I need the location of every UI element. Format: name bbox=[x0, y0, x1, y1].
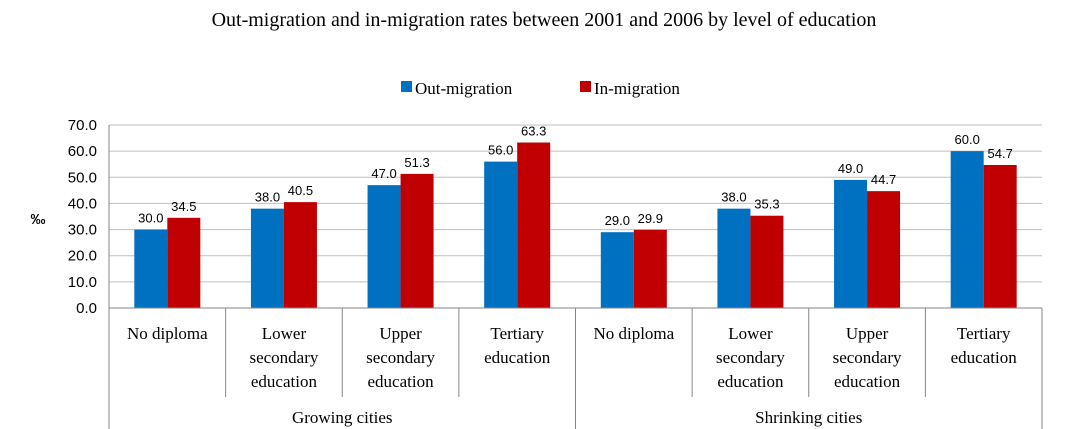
y-tick-label: 10.0 bbox=[68, 274, 97, 291]
bar-out-migration bbox=[600, 232, 634, 308]
data-label: 30.0 bbox=[138, 211, 163, 226]
bar-in-migration bbox=[750, 215, 784, 308]
legend-swatch-out-migration bbox=[401, 81, 412, 92]
bar-in-migration bbox=[633, 229, 667, 308]
category-label: Upper bbox=[846, 324, 889, 343]
category-label: No diploma bbox=[593, 324, 674, 343]
bar-in-migration bbox=[400, 173, 434, 308]
category-label: education bbox=[484, 348, 551, 367]
data-label: 63.3 bbox=[521, 124, 546, 139]
bar-in-migration bbox=[983, 164, 1017, 308]
bar-out-migration bbox=[717, 208, 751, 308]
y-tick-label: 20.0 bbox=[68, 248, 97, 265]
data-label: 40.5 bbox=[288, 183, 313, 198]
y-axis-label: ‰ bbox=[31, 211, 46, 228]
data-label: 51.3 bbox=[404, 155, 429, 170]
category-label: education bbox=[834, 372, 901, 391]
category-label: No diploma bbox=[127, 324, 208, 343]
data-label: 35.3 bbox=[754, 197, 779, 212]
group-label: Shrinking cities bbox=[755, 408, 862, 427]
y-tick-label: 0.0 bbox=[76, 300, 97, 317]
bar-out-migration bbox=[367, 185, 401, 308]
data-label: 49.0 bbox=[838, 161, 863, 176]
bar-in-migration bbox=[517, 142, 551, 308]
y-tick-label: 50.0 bbox=[68, 169, 97, 186]
data-label: 29.9 bbox=[638, 211, 663, 226]
category-label: education bbox=[951, 348, 1018, 367]
category-label: Lower bbox=[728, 324, 773, 343]
bars bbox=[134, 142, 1017, 308]
x-axis: No diploma Lower secondary education Upper se… bbox=[108, 125, 1043, 429]
bar-in-migration bbox=[867, 191, 901, 308]
data-label: 34.5 bbox=[171, 199, 196, 214]
bar-out-migration bbox=[834, 179, 868, 308]
legend-label-out-migration: Out-migration bbox=[415, 79, 513, 98]
bar-out-migration bbox=[250, 208, 284, 308]
category-label: education bbox=[717, 372, 784, 391]
bar-out-migration bbox=[950, 151, 984, 308]
y-tick-label: 60.0 bbox=[68, 143, 97, 160]
bar-out-migration bbox=[134, 229, 168, 308]
y-tick-label: 70.0 bbox=[68, 117, 97, 134]
category-label: Tertiary bbox=[490, 324, 544, 343]
data-label: 47.0 bbox=[371, 166, 396, 181]
bar-in-migration bbox=[283, 202, 317, 308]
data-label: 44.7 bbox=[871, 172, 896, 187]
data-label: 56.0 bbox=[488, 143, 513, 158]
category-label: secondary bbox=[249, 348, 318, 367]
bar-out-migration bbox=[484, 161, 518, 308]
legend-label-in-migration: In-migration bbox=[594, 79, 680, 98]
legend-swatch-in-migration bbox=[580, 81, 591, 92]
bar-in-migration bbox=[167, 217, 201, 308]
category-label: secondary bbox=[366, 348, 435, 367]
category-label: Tertiary bbox=[957, 324, 1011, 343]
y-tick-label: 40.0 bbox=[68, 195, 97, 212]
category-label: Upper bbox=[379, 324, 422, 343]
gridlines bbox=[109, 124, 1042, 283]
data-label: 29.0 bbox=[605, 213, 630, 228]
group-label: Growing cities bbox=[292, 408, 393, 427]
y-axis-ticks: 0.0 10.0 20.0 30.0 40.0 50.0 60.0 70.0 bbox=[68, 117, 97, 317]
data-label: 60.0 bbox=[955, 132, 980, 147]
category-label: secondary bbox=[716, 348, 785, 367]
category-label: secondary bbox=[833, 348, 902, 367]
legend: Out-migration In-migration bbox=[401, 79, 680, 98]
data-label: 38.0 bbox=[721, 190, 746, 205]
data-label: 38.0 bbox=[255, 190, 280, 205]
chart-title: Out-migration and in-migration rates bet… bbox=[212, 9, 877, 31]
y-tick-label: 30.0 bbox=[68, 222, 97, 239]
category-label: education bbox=[368, 372, 435, 391]
category-label: education bbox=[251, 372, 318, 391]
category-label: Lower bbox=[262, 324, 307, 343]
data-labels: 30.0 38.0 47.0 56.0 29.0 38.0 49.0 60.0 34.5 40.5… bbox=[138, 124, 1013, 229]
data-label: 54.7 bbox=[988, 146, 1013, 161]
